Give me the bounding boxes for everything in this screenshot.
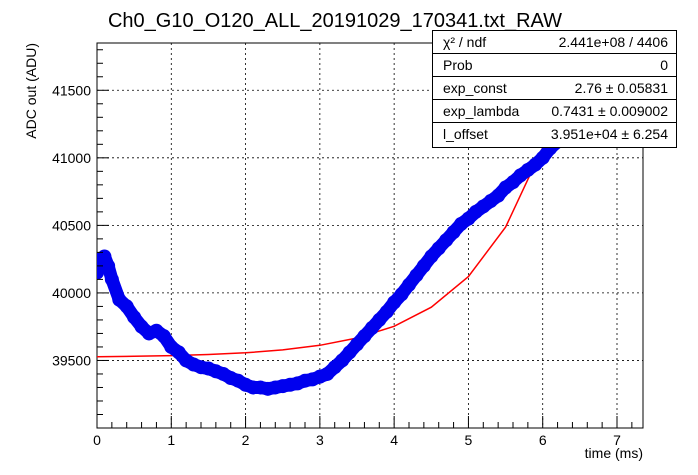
stats-value: 0.7431 ± 0.009002	[551, 103, 668, 119]
y-tick-label: 41000	[52, 150, 91, 166]
stats-label: l_offset	[443, 126, 488, 142]
stats-value: 3.951e+04 ± 6.254	[550, 126, 668, 142]
stats-label: Prob	[443, 57, 473, 73]
stats-value: 2.441e+08 / 4406	[558, 34, 668, 50]
x-tick-label: 3	[316, 432, 324, 448]
x-tick-label: 0	[93, 432, 101, 448]
stats-row: Prob 0	[433, 54, 676, 77]
y-axis-label: ADC out (ADU)	[23, 43, 39, 139]
x-axis-label: time (ms)	[585, 445, 643, 461]
stats-value: 0	[660, 57, 668, 73]
stats-row: l_offset 3.951e+04 ± 6.254	[433, 123, 676, 146]
x-tick-label: 4	[390, 432, 398, 448]
y-tick-label: 39500	[52, 352, 91, 368]
x-tick-label: 2	[242, 432, 250, 448]
stats-label: χ² / ndf	[443, 34, 487, 50]
y-tick-label: 40000	[52, 285, 91, 301]
y-tick-label: 41500	[52, 82, 91, 98]
x-tick-label: 6	[539, 432, 547, 448]
stats-row: χ² / ndf 2.441e+08 / 4406	[433, 31, 676, 54]
y-tick-label: 40500	[52, 217, 91, 233]
fit-stats-box: χ² / ndf 2.441e+08 / 4406 Prob 0 exp_con…	[432, 30, 677, 148]
plot-frame	[96, 42, 644, 429]
stats-row: exp_const 2.76 ± 0.05831	[433, 77, 676, 100]
chart-title: Ch0_G10_O120_ALL_20191029_170341.txt_RAW	[108, 10, 562, 32]
data-band	[97, 135, 565, 396]
stats-label: exp_lambda	[443, 103, 520, 119]
stats-value: 2.76 ± 0.05831	[574, 80, 668, 96]
stats-row: exp_lambda 0.7431 ± 0.009002	[433, 100, 676, 123]
x-tick-label: 7	[613, 432, 621, 448]
x-tick-label: 1	[167, 432, 175, 448]
stats-label: exp_const	[443, 80, 507, 96]
x-tick-label: 5	[465, 432, 473, 448]
